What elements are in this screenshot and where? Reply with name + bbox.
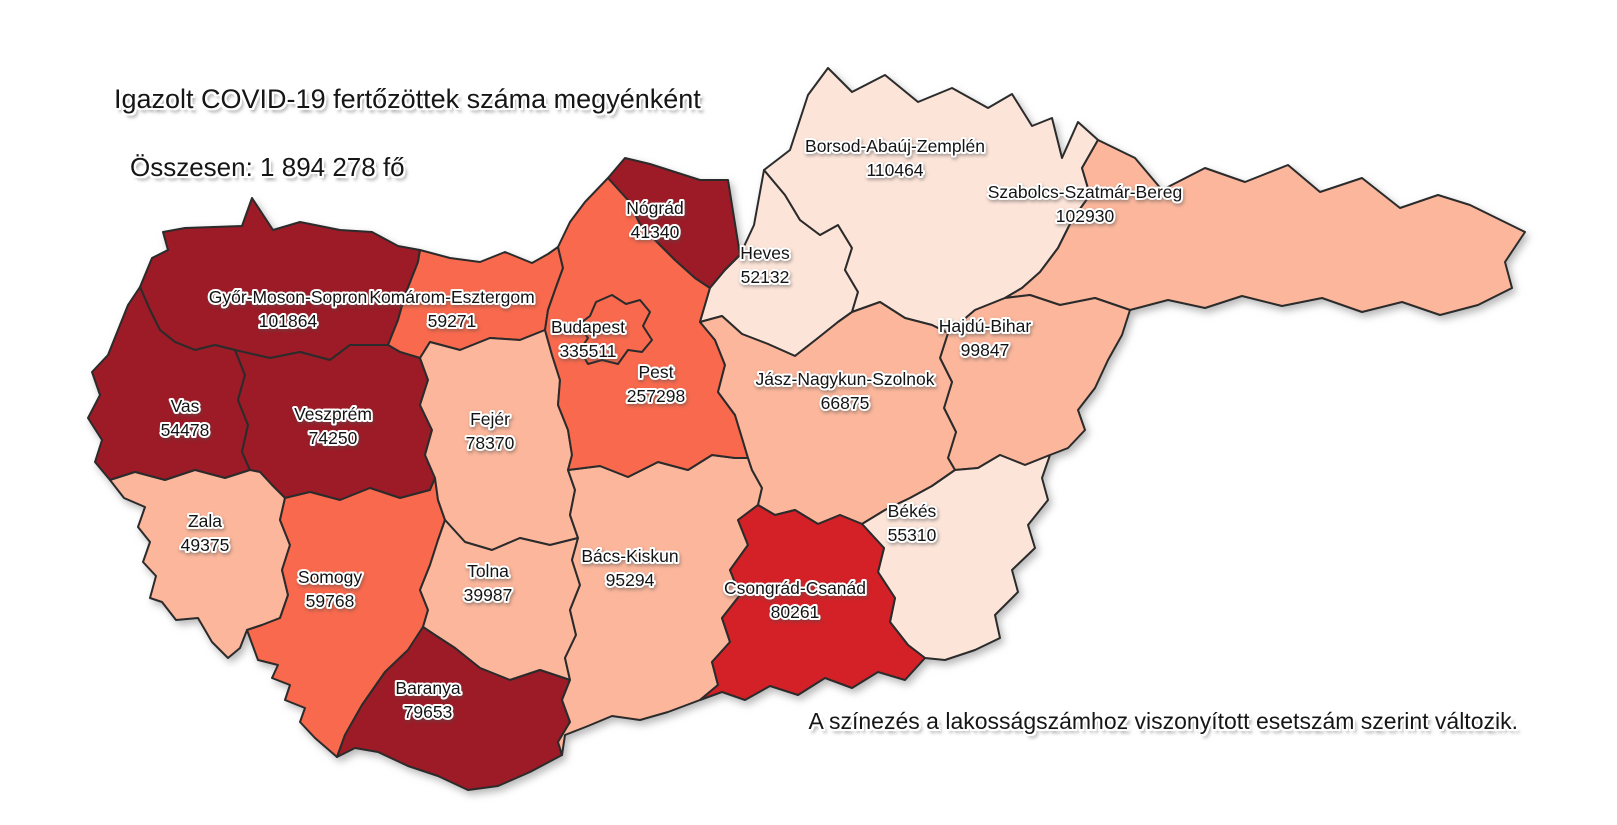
- county-label: Heves: [740, 243, 790, 263]
- county-label: Bács-Kiskun: [581, 546, 678, 566]
- county-value: 41340: [631, 222, 680, 242]
- county-label: Borsod-Abaúj-Zemplén: [805, 136, 985, 156]
- county-label: Csongrád-Csanád: [724, 578, 866, 598]
- county-value: 59271: [428, 311, 477, 331]
- county-label: Somogy: [298, 567, 362, 587]
- county-label: Veszprém: [294, 404, 372, 424]
- county-value: 335511: [559, 341, 616, 361]
- county-value: 55310: [888, 525, 937, 545]
- county-region-baranya: [336, 626, 571, 791]
- county-value: 39987: [464, 585, 513, 605]
- total-count: Összesen: 1 894 278 fő: [130, 152, 405, 182]
- county-label: Tolna: [467, 561, 509, 581]
- county-value: 79653: [404, 702, 453, 722]
- county-value: 78370: [466, 433, 515, 453]
- county-label: Szabolcs-Szatmár-Bereg: [988, 182, 1183, 202]
- county-regions: [87, 67, 1526, 791]
- county-value: 49375: [181, 535, 230, 555]
- county-value: 102930: [1056, 206, 1115, 226]
- legend-note: A színezés a lakosságszámhoz viszonyítot…: [808, 708, 1518, 734]
- county-region-budapest: [577, 294, 653, 365]
- county-value: 110464: [866, 160, 923, 180]
- county-label: Fejér: [470, 409, 510, 429]
- county-value: 80261: [771, 602, 820, 622]
- county-value: 74250: [309, 428, 358, 448]
- county-label: Zala: [188, 511, 222, 531]
- county-value: 101864: [259, 311, 318, 331]
- county-label: Békés: [888, 501, 937, 521]
- page-title: Igazolt COVID-19 fertőzöttek száma megyé…: [114, 84, 701, 114]
- county-label: Hajdú-Bihar: [939, 316, 1032, 336]
- county-label: Vas: [171, 396, 200, 416]
- county-value: 95294: [606, 570, 655, 590]
- county-value: 99847: [961, 340, 1010, 360]
- county-labels: Győr-Moson-Sopron 101864 Komárom-Eszterg…: [159, 134, 1185, 724]
- county-region-gyor-moson-sopron: [139, 197, 421, 361]
- county-value: 52132: [741, 267, 790, 287]
- county-value: 257298: [627, 386, 685, 406]
- county-label: Baranya: [395, 678, 460, 698]
- county-label: Nógrád: [626, 198, 683, 218]
- county-label: Komárom-Esztergom: [369, 287, 534, 307]
- county-value: 66875: [821, 393, 870, 413]
- county-value: 54478: [161, 420, 210, 440]
- county-label: Pest: [638, 362, 673, 382]
- county-label: Budapest: [551, 317, 625, 337]
- county-label: Jász-Nagykun-Szolnok: [756, 369, 935, 389]
- county-region-csongrad-csanad: [699, 504, 926, 701]
- county-label: Győr-Moson-Sopron: [209, 287, 368, 307]
- county-region-szabolcs-szatmar-bereg: [1004, 139, 1526, 316]
- county-value: 59768: [306, 591, 355, 611]
